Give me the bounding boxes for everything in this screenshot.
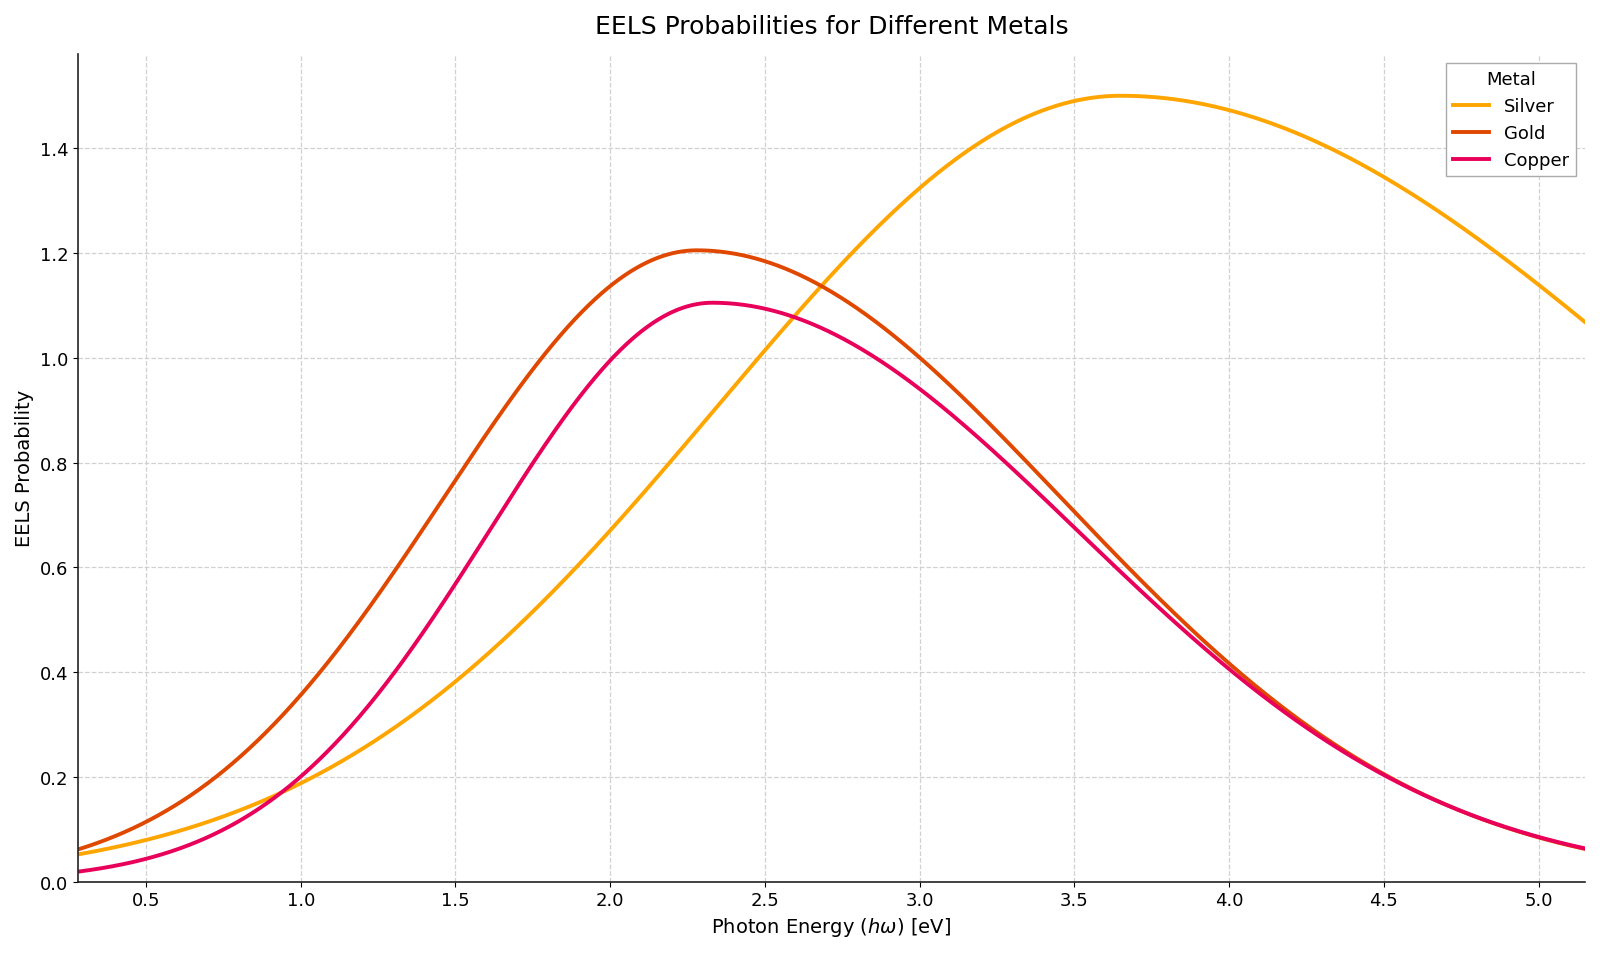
Line: Gold: Gold xyxy=(78,251,1586,849)
Legend: Silver, Gold, Copper: Silver, Gold, Copper xyxy=(1446,64,1576,177)
Silver xyxy=(1533,282,1552,294)
Title: EELS Probabilities for Different Metals: EELS Probabilities for Different Metals xyxy=(595,15,1069,39)
Copper xyxy=(69,866,88,878)
Copper xyxy=(1531,832,1550,843)
X-axis label: Photon Energy ($h\omega$) [eV]: Photon Energy ($h\omega$) [eV] xyxy=(712,915,952,938)
Copper xyxy=(1256,692,1275,703)
Gold xyxy=(688,245,707,256)
Gold xyxy=(1533,833,1552,844)
Silver xyxy=(762,338,781,350)
Silver xyxy=(69,849,88,861)
Copper xyxy=(762,305,781,316)
Silver xyxy=(1110,91,1130,102)
Gold xyxy=(69,843,88,855)
Line: Silver: Silver xyxy=(78,96,1586,855)
Silver xyxy=(802,293,821,304)
Copper xyxy=(702,297,722,309)
Gold xyxy=(802,275,821,287)
Silver xyxy=(1531,282,1550,294)
Copper xyxy=(802,318,821,330)
Gold xyxy=(1256,688,1275,700)
Silver xyxy=(1576,317,1595,329)
Line: Copper: Copper xyxy=(78,303,1586,872)
Silver xyxy=(1256,116,1275,128)
Copper xyxy=(146,851,165,862)
Copper xyxy=(1576,842,1595,854)
Gold xyxy=(1531,833,1550,844)
Y-axis label: EELS Probability: EELS Probability xyxy=(14,390,34,547)
Gold xyxy=(146,812,165,823)
Gold xyxy=(1576,843,1595,855)
Silver xyxy=(146,832,165,843)
Copper xyxy=(1533,832,1552,843)
Gold xyxy=(762,258,781,270)
